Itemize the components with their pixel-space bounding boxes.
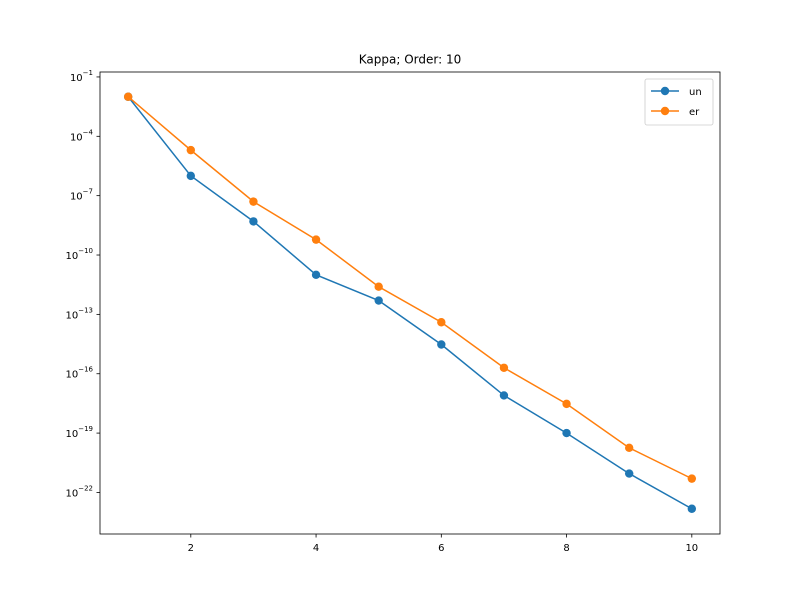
- data-point-er: [624, 443, 634, 453]
- data-point-un: [311, 270, 321, 280]
- axes-frame: [99, 71, 721, 535]
- data-point-er: [249, 197, 258, 206]
- series-line-er: [127, 96, 693, 480]
- y-tick-label: 10−22: [65, 484, 93, 499]
- data-point-un: [499, 391, 509, 400]
- x-axis: 2 4 6 8 10: [188, 534, 698, 554]
- x-tick-label: 2: [188, 543, 194, 554]
- x-tick-label: 10: [685, 543, 698, 554]
- plot-area: [123, 92, 697, 513]
- data-point-er: [687, 474, 697, 483]
- data-point-er: [437, 318, 446, 327]
- y-tick-label: 10−13: [65, 306, 93, 321]
- x-tick-label: 8: [563, 543, 569, 554]
- y-tick-label: 10−7: [70, 188, 93, 203]
- y-tick-label: 10−4: [70, 128, 94, 143]
- data-point-er: [186, 145, 196, 155]
- y-axis: 10−1 10−4 10−7 10−10 10−13 10−16 10−19 10−22: [65, 69, 100, 499]
- data-point-un: [186, 171, 196, 181]
- data-point-er: [311, 235, 321, 244]
- data-point-un: [624, 469, 634, 478]
- data-point-un: [687, 504, 697, 513]
- data-point-un: [437, 340, 446, 349]
- y-tick-label: 10−19: [65, 425, 93, 440]
- data-point-er: [374, 282, 383, 291]
- legend: un er: [644, 78, 714, 126]
- data-point-er: [562, 399, 571, 409]
- legend-marker-un: [660, 86, 670, 96]
- legend-label-er: er: [689, 107, 700, 118]
- legend-box: [644, 78, 714, 126]
- data-point-un: [562, 428, 571, 438]
- series-line-un: [127, 96, 693, 510]
- data-point-er: [123, 92, 133, 101]
- data-point-un: [374, 296, 383, 305]
- y-tick-label: 10−10: [65, 247, 93, 262]
- data-point-un: [249, 217, 258, 226]
- y-tick-label: 10−16: [65, 366, 93, 381]
- x-tick-label: 4: [313, 543, 319, 554]
- legend-marker-er: [660, 106, 670, 116]
- data-point-er: [499, 363, 509, 372]
- y-tick-label: 10−1: [70, 69, 93, 84]
- chart-title: Kappa; Order: 10: [359, 53, 461, 67]
- legend-label-un: un: [689, 87, 702, 98]
- x-tick-label: 6: [438, 543, 444, 554]
